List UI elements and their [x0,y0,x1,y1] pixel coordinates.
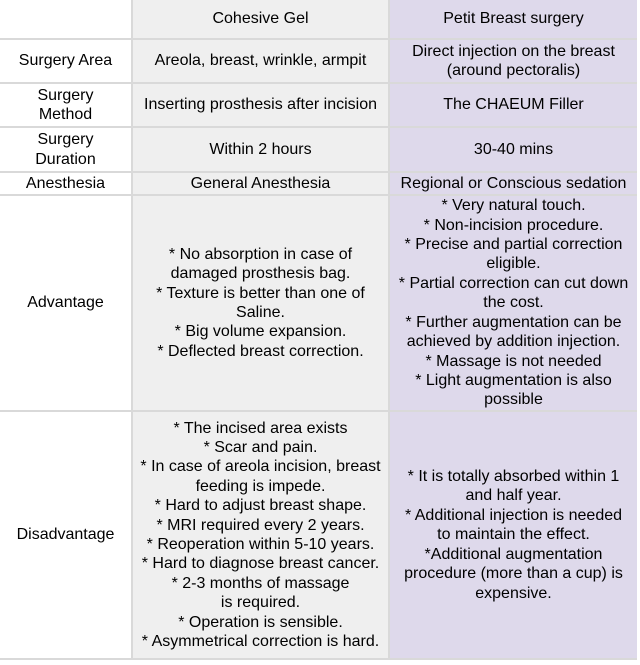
cell-disadvantage-petit: * It is totally absorbed within 1 and ha… [388,412,637,660]
cell-surgery-area-petit: Direct injection on the breast (around p… [388,40,637,84]
cell-advantage-cohesive: * No absorption in case of damaged prost… [131,196,388,412]
header-cell-petit-breast-surgery: Petit Breast surgery [388,0,637,40]
table-row-surgery-method: Surgery Method Inserting prosthesis afte… [0,84,637,128]
cell-surgery-area-cohesive: Areola, breast, wrinkle, armpit [131,40,388,84]
row-label-surgery-method: Surgery Method [0,84,131,128]
cell-surgery-duration-cohesive: Within 2 hours [131,128,388,173]
row-label-anesthesia: Anesthesia [0,173,131,196]
cell-anesthesia-petit: Regional or Conscious sedation [388,173,637,196]
row-label-surgery-area: Surgery Area [0,40,131,84]
cell-surgery-duration-petit: 30-40 mins [388,128,637,173]
header-cell-cohesive-gel: Cohesive Gel [131,0,388,40]
table-row-anesthesia: Anesthesia General Anesthesia Regional o… [0,173,637,196]
row-label-advantage: Advantage [0,196,131,412]
table-row-surgery-duration: Surgery Duration Within 2 hours 30-40 mi… [0,128,637,173]
cell-disadvantage-cohesive: * The incised area exists * Scar and pai… [131,412,388,660]
cell-surgery-method-cohesive: Inserting prosthesis after incision [131,84,388,128]
cell-surgery-method-petit: The CHAEUM Filler [388,84,637,128]
table-row-disadvantage: Disadvantage * The incised area exists *… [0,412,637,660]
row-label-disadvantage: Disadvantage [0,412,131,660]
cell-anesthesia-cohesive: General Anesthesia [131,173,388,196]
table-header-row: Cohesive Gel Petit Breast surgery [0,0,637,40]
cell-advantage-petit: * Very natural touch. * Non-incision pro… [388,196,637,412]
header-cell-empty [0,0,131,40]
table-row-surgery-area: Surgery Area Areola, breast, wrinkle, ar… [0,40,637,84]
table-row-advantage: Advantage * No absorption in case of dam… [0,196,637,412]
row-label-surgery-duration: Surgery Duration [0,128,131,173]
